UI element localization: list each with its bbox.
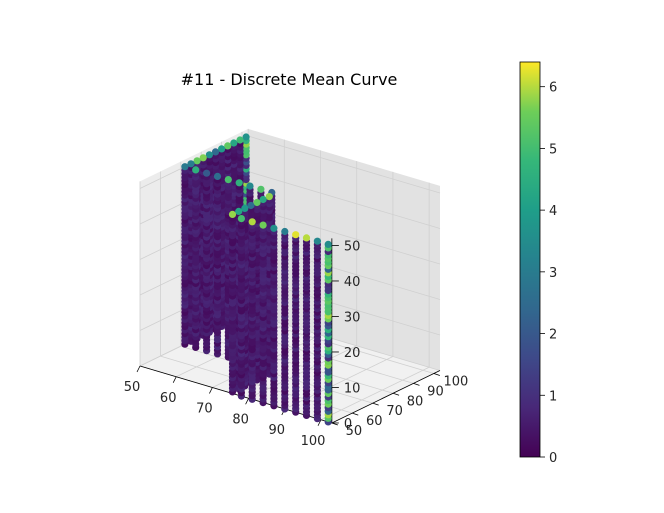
y-tick-mark	[392, 392, 400, 396]
x-tick-label: 80	[232, 412, 249, 427]
z-tick-label: 50	[344, 239, 361, 254]
grid-z-back	[248, 171, 441, 229]
scatter-point	[235, 179, 243, 187]
scatter-point	[241, 204, 249, 212]
scatter-point	[236, 136, 244, 144]
x-tick-label: 90	[269, 423, 286, 438]
colorbar-tick-label: 5	[549, 142, 557, 157]
grid-x-floor	[320, 366, 430, 421]
scatter-point	[259, 195, 267, 204]
scatter-point	[224, 142, 232, 150]
scatter-point	[259, 221, 267, 229]
grid-z-back	[248, 206, 441, 265]
colorbar-tick-label: 0	[549, 451, 557, 466]
scatter-point	[248, 218, 256, 226]
scatter-point	[265, 193, 273, 201]
scatter-point	[213, 172, 222, 180]
scatter-point	[211, 148, 220, 156]
scatter-point	[235, 207, 243, 215]
y-tick-label: 50	[346, 424, 363, 439]
z-tick-label: 40	[344, 275, 361, 290]
x-tick-label: 70	[196, 402, 213, 417]
y-tick-mark	[372, 402, 379, 406]
scatter-point	[257, 185, 265, 193]
colorbar-tick-label: 6	[549, 81, 557, 96]
colorbar: 0 1 2 3 4 5 6	[519, 61, 557, 466]
y-tick-label: 80	[407, 394, 424, 409]
colorbar-tick-label: 4	[549, 204, 557, 219]
grid-z-back	[248, 242, 441, 300]
grid-z-back	[248, 277, 441, 336]
scatter-point	[181, 163, 189, 171]
y-tick-label: 60	[366, 414, 383, 429]
scatter-point	[192, 166, 200, 174]
z-tick-label: 10	[344, 381, 361, 396]
colorbar-gradient	[519, 61, 541, 458]
x-axis-line	[139, 365, 332, 424]
z-tick-label: 0	[344, 417, 352, 432]
scatter-point	[302, 234, 311, 242]
grid-z-back	[248, 313, 441, 371]
y-axis-line	[331, 370, 441, 424]
grid-x-floor	[284, 356, 394, 410]
colorbar-tick-label: 1	[549, 389, 557, 404]
z-tick-label: 30	[344, 310, 361, 325]
x-tick-mark	[209, 387, 213, 394]
scatter-point	[253, 198, 261, 207]
scatter-point	[193, 157, 201, 165]
scatter-point	[247, 201, 255, 210]
x-tick-mark	[136, 365, 141, 373]
scatter-point	[246, 182, 254, 190]
scatter-point	[292, 231, 300, 239]
axis-lines	[136, 238, 441, 426]
chart-title: #11 - Discrete Mean Curve	[181, 70, 398, 89]
scatter-point	[203, 169, 211, 177]
scatter-point	[218, 145, 226, 153]
scatter-point	[205, 151, 213, 159]
scatter-point	[313, 237, 321, 245]
x-tick-mark	[317, 419, 322, 426]
colorbar-tick-label: 3	[549, 266, 557, 281]
x-tick-mark	[172, 376, 177, 383]
x-tick-label: 60	[160, 391, 177, 406]
scatter-point	[228, 210, 237, 218]
grid-x-floor	[248, 345, 357, 399]
scatter-point	[187, 160, 195, 168]
x-tick-mark	[245, 398, 249, 405]
x-tick-label: 50	[124, 380, 141, 395]
scatter-point	[199, 154, 207, 162]
y-tick-mark	[433, 373, 440, 376]
z-tick-label: 20	[344, 346, 361, 361]
colorbar-tick-label: 2	[549, 328, 557, 343]
grid-z-back	[248, 135, 441, 194]
x-tick-label: 100	[301, 434, 326, 449]
data-points	[181, 133, 332, 426]
scatter-point	[242, 133, 250, 141]
scatter-point	[230, 139, 238, 147]
y-tick-label: 70	[386, 404, 403, 419]
y-tick-mark	[413, 382, 420, 386]
y-tick-label: 100	[443, 374, 468, 389]
scatter-point	[324, 240, 332, 248]
scatter-point	[237, 215, 245, 223]
y-tick-label: 90	[427, 384, 444, 399]
scatter-point	[270, 224, 278, 232]
scatter-point	[281, 227, 289, 236]
y-tick-mark	[352, 412, 359, 416]
scatter-point	[224, 176, 232, 184]
